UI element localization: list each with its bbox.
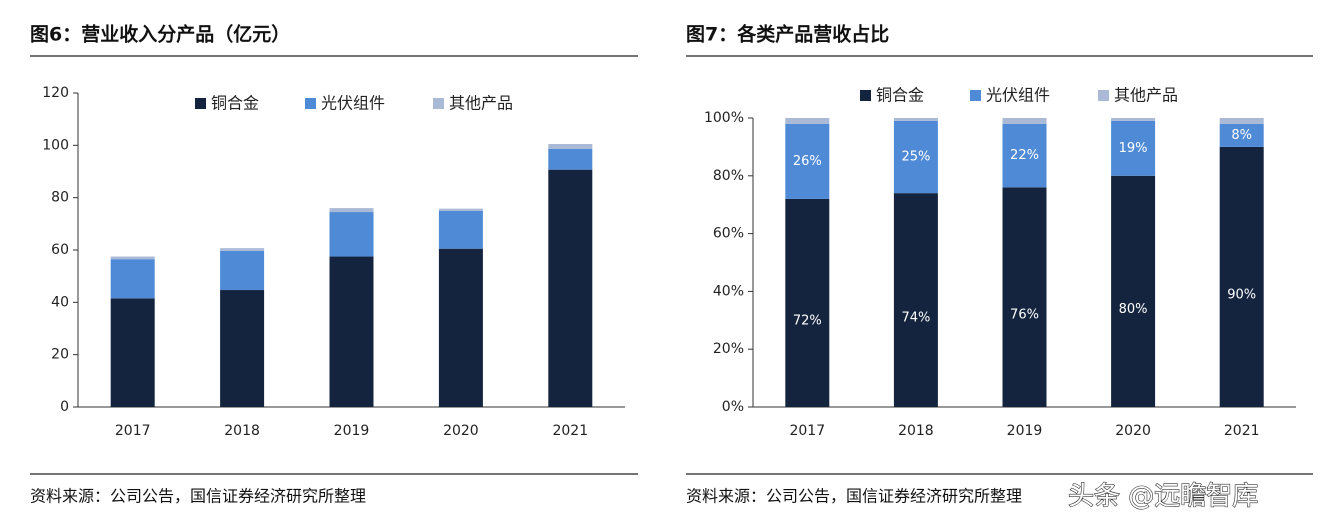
bar-segment [438,208,483,211]
x-tick-label: 2019 [1007,423,1043,439]
legend-label: 光伏组件 [986,86,1050,105]
bar-segment [785,198,830,407]
bar-segment [1002,118,1047,124]
legend-label: 铜合金 [211,94,259,113]
bar-segment [329,208,374,213]
bar-segment [438,210,483,249]
y-tick-label: 80% [713,168,744,184]
legend-label: 其他产品 [1114,86,1178,105]
bar-segment [785,118,830,124]
value-label: 76% [1010,308,1039,323]
value-label: 22% [1010,148,1039,163]
watermark: 头条 @远瞻智库 [1068,482,1258,512]
x-tick-label: 2017 [115,423,151,439]
source: 资料来源：公司公告，国信证券经济研究所整理 [30,487,366,506]
value-label: 80% [1119,302,1148,317]
bar-segment [220,250,265,291]
y-tick-label: 0% [722,399,744,415]
chart-title: 图7：各类产品营收占比 [686,23,889,46]
bar-segment [110,298,155,407]
x-tick-label: 2020 [1115,423,1151,439]
y-tick-label: 40% [713,283,744,299]
x-tick-label: 2019 [334,423,370,439]
x-tick-label: 2018 [224,423,260,439]
legend-label: 铜合金 [876,86,924,105]
bar-segment [1219,146,1264,407]
value-label: 74% [901,311,930,326]
chart-title: 图6：营业收入分产品（亿元） [30,23,290,46]
bar-segment [893,118,938,121]
bar-segment [1111,120,1156,176]
y-tick-label: 20 [51,347,69,363]
bar-segment [438,248,483,407]
bar-segment [329,212,374,257]
bar-segment [785,123,830,199]
bar-segment [1111,118,1156,121]
legend-swatch [1098,90,1109,101]
y-tick-label: 60 [51,242,69,258]
legend-swatch [305,98,316,109]
legend-swatch [195,98,206,109]
y-tick-label: 60% [713,226,744,242]
y-tick-label: 20% [713,341,744,357]
legend-swatch [433,98,444,109]
bar-segment [220,290,265,407]
y-tick-label: 100 [42,137,69,153]
y-tick-label: 80 [51,190,69,206]
value-label: 72% [793,313,822,328]
y-tick-label: 120 [42,85,69,101]
value-label: 8% [1231,128,1252,143]
bar-segment [893,120,938,194]
value-label: 19% [1119,141,1148,156]
x-tick-label: 2018 [898,423,934,439]
source: 资料来源：公司公告，国信证券经济研究所整理 [686,487,1022,506]
bar-segment [548,144,593,149]
bar-segment [1002,187,1047,407]
bar-segment [1219,123,1264,147]
bar-segment [110,259,155,299]
bar-segment [1219,118,1264,124]
bar-segment [329,256,374,407]
y-tick-label: 100% [704,110,744,126]
legend-label: 光伏组件 [321,94,385,113]
legend-swatch [970,90,981,101]
value-label: 26% [793,154,822,169]
bar-segment [1002,123,1047,188]
bar-segment [110,256,155,260]
legend-swatch [860,90,871,101]
x-tick-label: 2021 [552,423,588,439]
y-tick-label: 0 [60,399,69,415]
value-label: 90% [1227,287,1256,302]
x-tick-label: 2020 [443,423,479,439]
y-tick-label: 40 [51,294,69,310]
x-tick-label: 2017 [789,423,825,439]
bar-segment [893,193,938,407]
x-tick-label: 2021 [1224,423,1260,439]
bar-segment [1111,175,1156,407]
legend-label: 其他产品 [449,94,513,113]
value-label: 25% [901,150,930,165]
bar-segment [548,148,593,170]
bar-segment [220,248,265,251]
bar-segment [548,169,593,407]
